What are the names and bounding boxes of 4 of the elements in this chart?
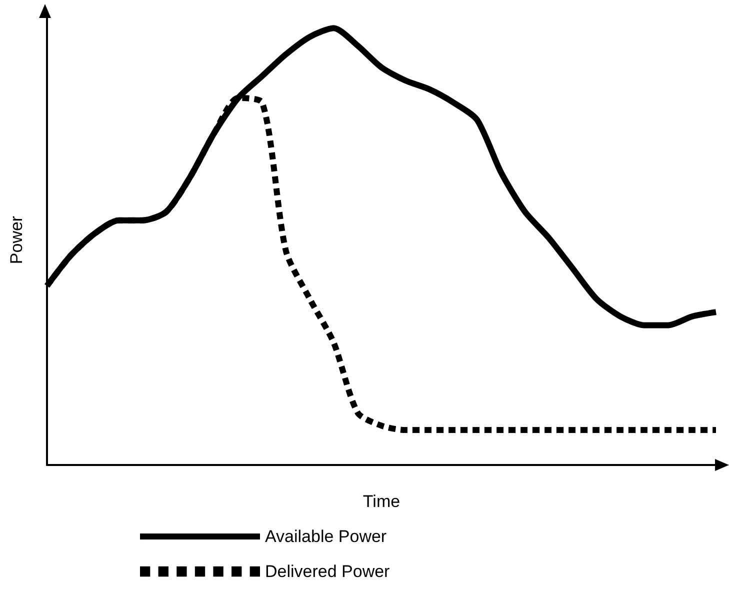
legend-label: Available Power xyxy=(265,527,387,546)
y-axis-title: Power xyxy=(7,216,26,264)
legend-label: Delivered Power xyxy=(265,562,390,581)
x-axis-title: Time xyxy=(362,492,400,511)
